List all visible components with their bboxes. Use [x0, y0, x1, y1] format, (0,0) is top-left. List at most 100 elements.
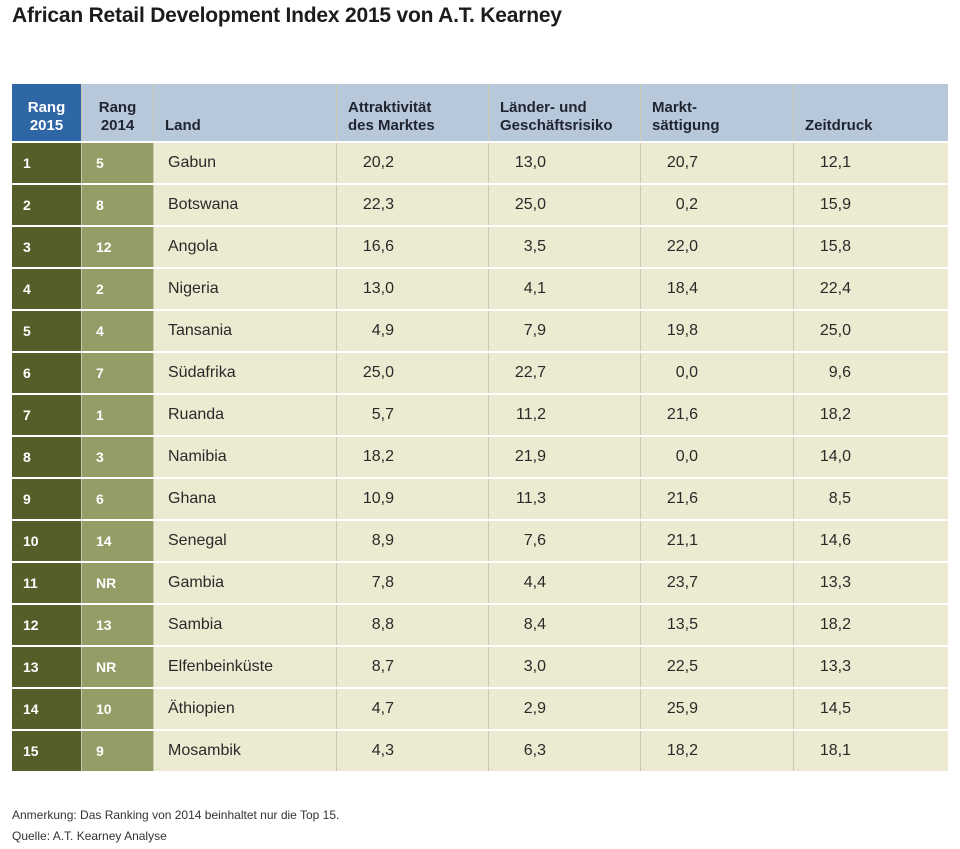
rank-2015-cell: 8 [12, 437, 82, 477]
rank-2014-cell: 4 [82, 311, 154, 351]
rank-2014-cell: 2 [82, 269, 154, 309]
country-cell: Angola [154, 227, 337, 267]
risiko-cell: 8,4 [489, 605, 641, 645]
attraktivitaet-cell: 16,6 [337, 227, 489, 267]
rank-2014-cell: 5 [82, 143, 154, 183]
country-cell: Senegal [154, 521, 337, 561]
table-row: 5 4 Tansania 4,9 7,9 19,8 25,0 [12, 311, 948, 351]
zeitdruck-cell: 14,5 [794, 689, 948, 729]
risiko-cell: 4,1 [489, 269, 641, 309]
saettigung-cell: 21,6 [641, 395, 794, 435]
table-row: 9 6 Ghana 10,9 11,3 21,6 8,5 [12, 479, 948, 519]
attraktivitaet-cell: 8,9 [337, 521, 489, 561]
attraktivitaet-cell: 7,8 [337, 563, 489, 603]
risiko-cell: 11,3 [489, 479, 641, 519]
table-row: 13 NR Elfenbeinküste 8,7 3,0 22,5 13,3 [12, 647, 948, 687]
country-cell: Südafrika [154, 353, 337, 393]
saettigung-cell: 18,4 [641, 269, 794, 309]
table-row: 6 7 Südafrika 25,0 22,7 0,0 9,6 [12, 353, 948, 393]
rank-2015-cell: 6 [12, 353, 82, 393]
risiko-cell: 11,2 [489, 395, 641, 435]
header-marktsaettigung: Markt-sättigung [641, 84, 794, 141]
risiko-cell: 22,7 [489, 353, 641, 393]
saettigung-cell: 20,7 [641, 143, 794, 183]
zeitdruck-cell: 18,1 [794, 731, 948, 771]
header-land: Land [154, 84, 337, 141]
country-cell: Nigeria [154, 269, 337, 309]
rank-2015-cell: 11 [12, 563, 82, 603]
header-rang-2015: Rang 2015 [12, 84, 82, 141]
ranking-table: Rang 2015 Rang 2014 Land Attraktivität des … [12, 84, 948, 771]
rank-2014-cell: NR [82, 647, 154, 687]
zeitdruck-cell: 13,3 [794, 647, 948, 687]
attraktivitaet-cell: 20,2 [337, 143, 489, 183]
header-zeitdruck: Zeitdruck [794, 84, 948, 141]
rank-2014-cell: NR [82, 563, 154, 603]
rank-2015-cell: 10 [12, 521, 82, 561]
table-header-row: Rang 2015 Rang 2014 Land Attraktivität des … [12, 84, 948, 141]
country-cell: Ruanda [154, 395, 337, 435]
table-body: 1 5 Gabun 20,2 13,0 20,7 12,1 2 8 Botswana 22,3 25,… [12, 143, 948, 771]
rank-2014-cell: 13 [82, 605, 154, 645]
saettigung-cell: 0,0 [641, 353, 794, 393]
zeitdruck-cell: 18,2 [794, 605, 948, 645]
table-row: 10 14 Senegal 8,9 7,6 21,1 14,6 [12, 521, 948, 561]
saettigung-cell: 0,2 [641, 185, 794, 225]
country-cell: Gambia [154, 563, 337, 603]
country-cell: Botswana [154, 185, 337, 225]
table-row: 14 10 Äthiopien 4,7 2,9 25,9 14,5 [12, 689, 948, 729]
risiko-cell: 7,9 [489, 311, 641, 351]
attraktivitaet-cell: 4,3 [337, 731, 489, 771]
saettigung-cell: 21,6 [641, 479, 794, 519]
risiko-cell: 2,9 [489, 689, 641, 729]
table-row: 4 2 Nigeria 13,0 4,1 18,4 22,4 [12, 269, 948, 309]
header-rang-2014: Rang 2014 [82, 84, 154, 141]
table-row: 1 5 Gabun 20,2 13,0 20,7 12,1 [12, 143, 948, 183]
saettigung-cell: 19,8 [641, 311, 794, 351]
rank-2015-cell: 13 [12, 647, 82, 687]
country-cell: Namibia [154, 437, 337, 477]
rank-2014-cell: 1 [82, 395, 154, 435]
rank-2014-cell: 7 [82, 353, 154, 393]
saettigung-cell: 23,7 [641, 563, 794, 603]
zeitdruck-cell: 9,6 [794, 353, 948, 393]
saettigung-cell: 22,5 [641, 647, 794, 687]
table-row: 11 NR Gambia 7,8 4,4 23,7 13,3 [12, 563, 948, 603]
country-cell: Elfenbeinküste [154, 647, 337, 687]
rank-2015-cell: 12 [12, 605, 82, 645]
risiko-cell: 21,9 [489, 437, 641, 477]
risiko-cell: 3,5 [489, 227, 641, 267]
rank-2015-cell: 2 [12, 185, 82, 225]
attraktivitaet-cell: 10,9 [337, 479, 489, 519]
rank-2015-cell: 9 [12, 479, 82, 519]
rank-2015-cell: 15 [12, 731, 82, 771]
rank-2014-cell: 6 [82, 479, 154, 519]
header-risiko: Länder- und Geschäftsrisiko [489, 84, 641, 141]
attraktivitaet-cell: 8,8 [337, 605, 489, 645]
attraktivitaet-cell: 8,7 [337, 647, 489, 687]
page-title: African Retail Development Index 2015 vo… [12, 4, 562, 27]
saettigung-cell: 21,1 [641, 521, 794, 561]
zeitdruck-cell: 22,4 [794, 269, 948, 309]
source-note: Quelle: A.T. Kearney Analyse [12, 829, 167, 843]
rank-2014-cell: 3 [82, 437, 154, 477]
zeitdruck-cell: 18,2 [794, 395, 948, 435]
rank-2015-cell: 1 [12, 143, 82, 183]
rank-2015-cell: 14 [12, 689, 82, 729]
rank-2014-cell: 10 [82, 689, 154, 729]
risiko-cell: 7,6 [489, 521, 641, 561]
attraktivitaet-cell: 4,9 [337, 311, 489, 351]
saettigung-cell: 0,0 [641, 437, 794, 477]
table-row: 7 1 Ruanda 5,7 11,2 21,6 18,2 [12, 395, 948, 435]
zeitdruck-cell: 8,5 [794, 479, 948, 519]
rank-2015-cell: 5 [12, 311, 82, 351]
country-cell: Tansania [154, 311, 337, 351]
footnote: Anmerkung: Das Ranking von 2014 beinhalt… [12, 808, 340, 822]
rank-2014-cell: 12 [82, 227, 154, 267]
table-row: 3 12 Angola 16,6 3,5 22,0 15,8 [12, 227, 948, 267]
table-row: 12 13 Sambia 8,8 8,4 13,5 18,2 [12, 605, 948, 645]
country-cell: Äthiopien [154, 689, 337, 729]
saettigung-cell: 25,9 [641, 689, 794, 729]
attraktivitaet-cell: 22,3 [337, 185, 489, 225]
zeitdruck-cell: 15,8 [794, 227, 948, 267]
